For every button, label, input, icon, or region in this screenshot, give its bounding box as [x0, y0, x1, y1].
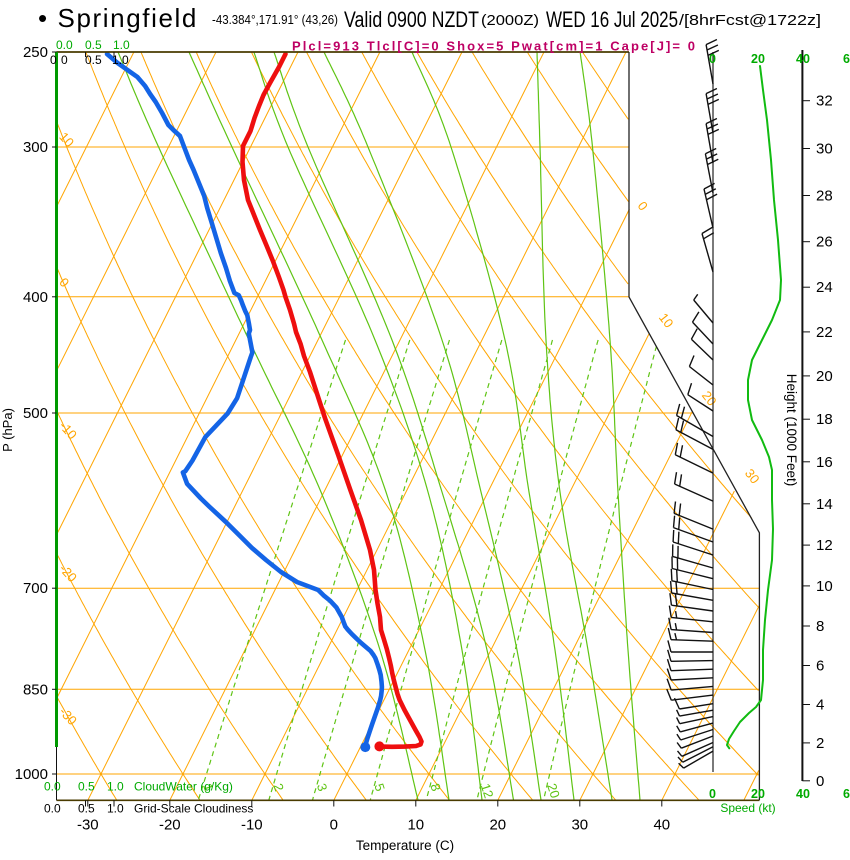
svg-text:-20: -20 [159, 817, 181, 834]
svg-text:5: 5 [371, 782, 388, 794]
svg-text:-10: -10 [241, 817, 263, 834]
svg-text:0: 0 [330, 817, 338, 834]
svg-text:12: 12 [816, 537, 833, 554]
svg-text:14: 14 [816, 496, 833, 513]
svg-text:400: 400 [23, 289, 48, 306]
svg-text:26: 26 [816, 234, 833, 251]
svg-text:1.0: 1.0 [107, 802, 124, 816]
svg-text:18: 18 [816, 411, 833, 428]
svg-text:1.0: 1.0 [113, 38, 130, 52]
svg-text:700: 700 [23, 580, 48, 597]
svg-text:Grid-Scale Cloudiness: Grid-Scale Cloudiness [134, 802, 253, 816]
svg-text:24: 24 [816, 279, 833, 296]
svg-text:(2000Z): (2000Z) [481, 12, 539, 29]
svg-text:CloudWater (g/Kg): CloudWater (g/Kg) [134, 780, 233, 794]
svg-text:40: 40 [796, 787, 810, 801]
svg-text:30: 30 [571, 817, 588, 834]
svg-text:8: 8 [427, 782, 444, 794]
svg-text:500: 500 [23, 405, 48, 422]
svg-text:20: 20 [751, 52, 765, 66]
svg-text:1.0: 1.0 [112, 53, 129, 67]
svg-text:20: 20 [544, 782, 563, 800]
svg-text:850: 850 [23, 681, 48, 698]
svg-text:0.0: 0.0 [56, 38, 73, 52]
svg-text:-43.384°,171.91° (43,26): -43.384°,171.91° (43,26) [212, 12, 338, 27]
svg-text:0.0: 0.0 [44, 802, 61, 816]
svg-text:WED 16 Jul 2025: WED 16 Jul 2025 [546, 7, 678, 32]
svg-text:• Springfield: • Springfield [38, 3, 198, 33]
svg-text:1.0: 1.0 [107, 780, 124, 794]
svg-text:Valid 0900 NZDT: Valid 0900 NZDT [344, 7, 479, 32]
svg-text:0.5: 0.5 [78, 780, 95, 794]
svg-text:0.5: 0.5 [85, 38, 102, 52]
svg-text:0: 0 [709, 52, 716, 66]
svg-text:/[8hrFcst@1722z]: /[8hrFcst@1722z] [679, 12, 821, 29]
svg-text:Speed (kt): Speed (kt) [720, 801, 775, 815]
svg-text:1: 1 [200, 782, 217, 794]
svg-text:2: 2 [270, 782, 287, 794]
svg-text:0.5: 0.5 [78, 802, 95, 816]
svg-text:3: 3 [314, 782, 331, 794]
svg-text:0: 0 [50, 53, 57, 67]
svg-text:0: 0 [816, 773, 824, 790]
svg-text:12: 12 [478, 782, 497, 800]
svg-text:1000: 1000 [15, 766, 48, 783]
svg-text:20: 20 [489, 817, 506, 834]
svg-text:16: 16 [816, 454, 833, 471]
svg-text:0.5: 0.5 [85, 53, 102, 67]
svg-text:-30: -30 [77, 817, 99, 834]
svg-text:8: 8 [816, 618, 824, 635]
svg-text:0.0: 0.0 [44, 780, 61, 794]
svg-text:20: 20 [816, 368, 833, 385]
svg-text:32: 32 [816, 93, 833, 110]
svg-text:30: 30 [816, 141, 833, 158]
svg-text:20: 20 [751, 787, 765, 801]
svg-text:Plcl=913 Tlcl[C]=0 Shox=5 Pwat: Plcl=913 Tlcl[C]=0 Shox=5 Pwat[cm]=1 Cap… [292, 39, 695, 54]
svg-text:Temperature (C): Temperature (C) [356, 838, 454, 853]
svg-text:10: 10 [407, 817, 424, 834]
svg-text:4: 4 [816, 697, 824, 714]
svg-text:2: 2 [816, 735, 824, 752]
svg-text:300: 300 [23, 139, 48, 156]
svg-text:0: 0 [709, 787, 716, 801]
svg-text:22: 22 [816, 324, 833, 341]
svg-text:Height (1000 Feet): Height (1000 Feet) [784, 374, 799, 487]
svg-text:6: 6 [816, 658, 824, 675]
svg-text:6: 6 [843, 787, 850, 801]
svg-text:250: 250 [23, 44, 48, 61]
svg-text:40: 40 [796, 52, 810, 66]
svg-text:40: 40 [653, 817, 670, 834]
svg-text:28: 28 [816, 188, 833, 205]
svg-text:P (hPa): P (hPa) [0, 408, 15, 452]
svg-text:0: 0 [61, 53, 68, 67]
svg-text:10: 10 [816, 578, 833, 595]
svg-text:6: 6 [843, 52, 850, 66]
